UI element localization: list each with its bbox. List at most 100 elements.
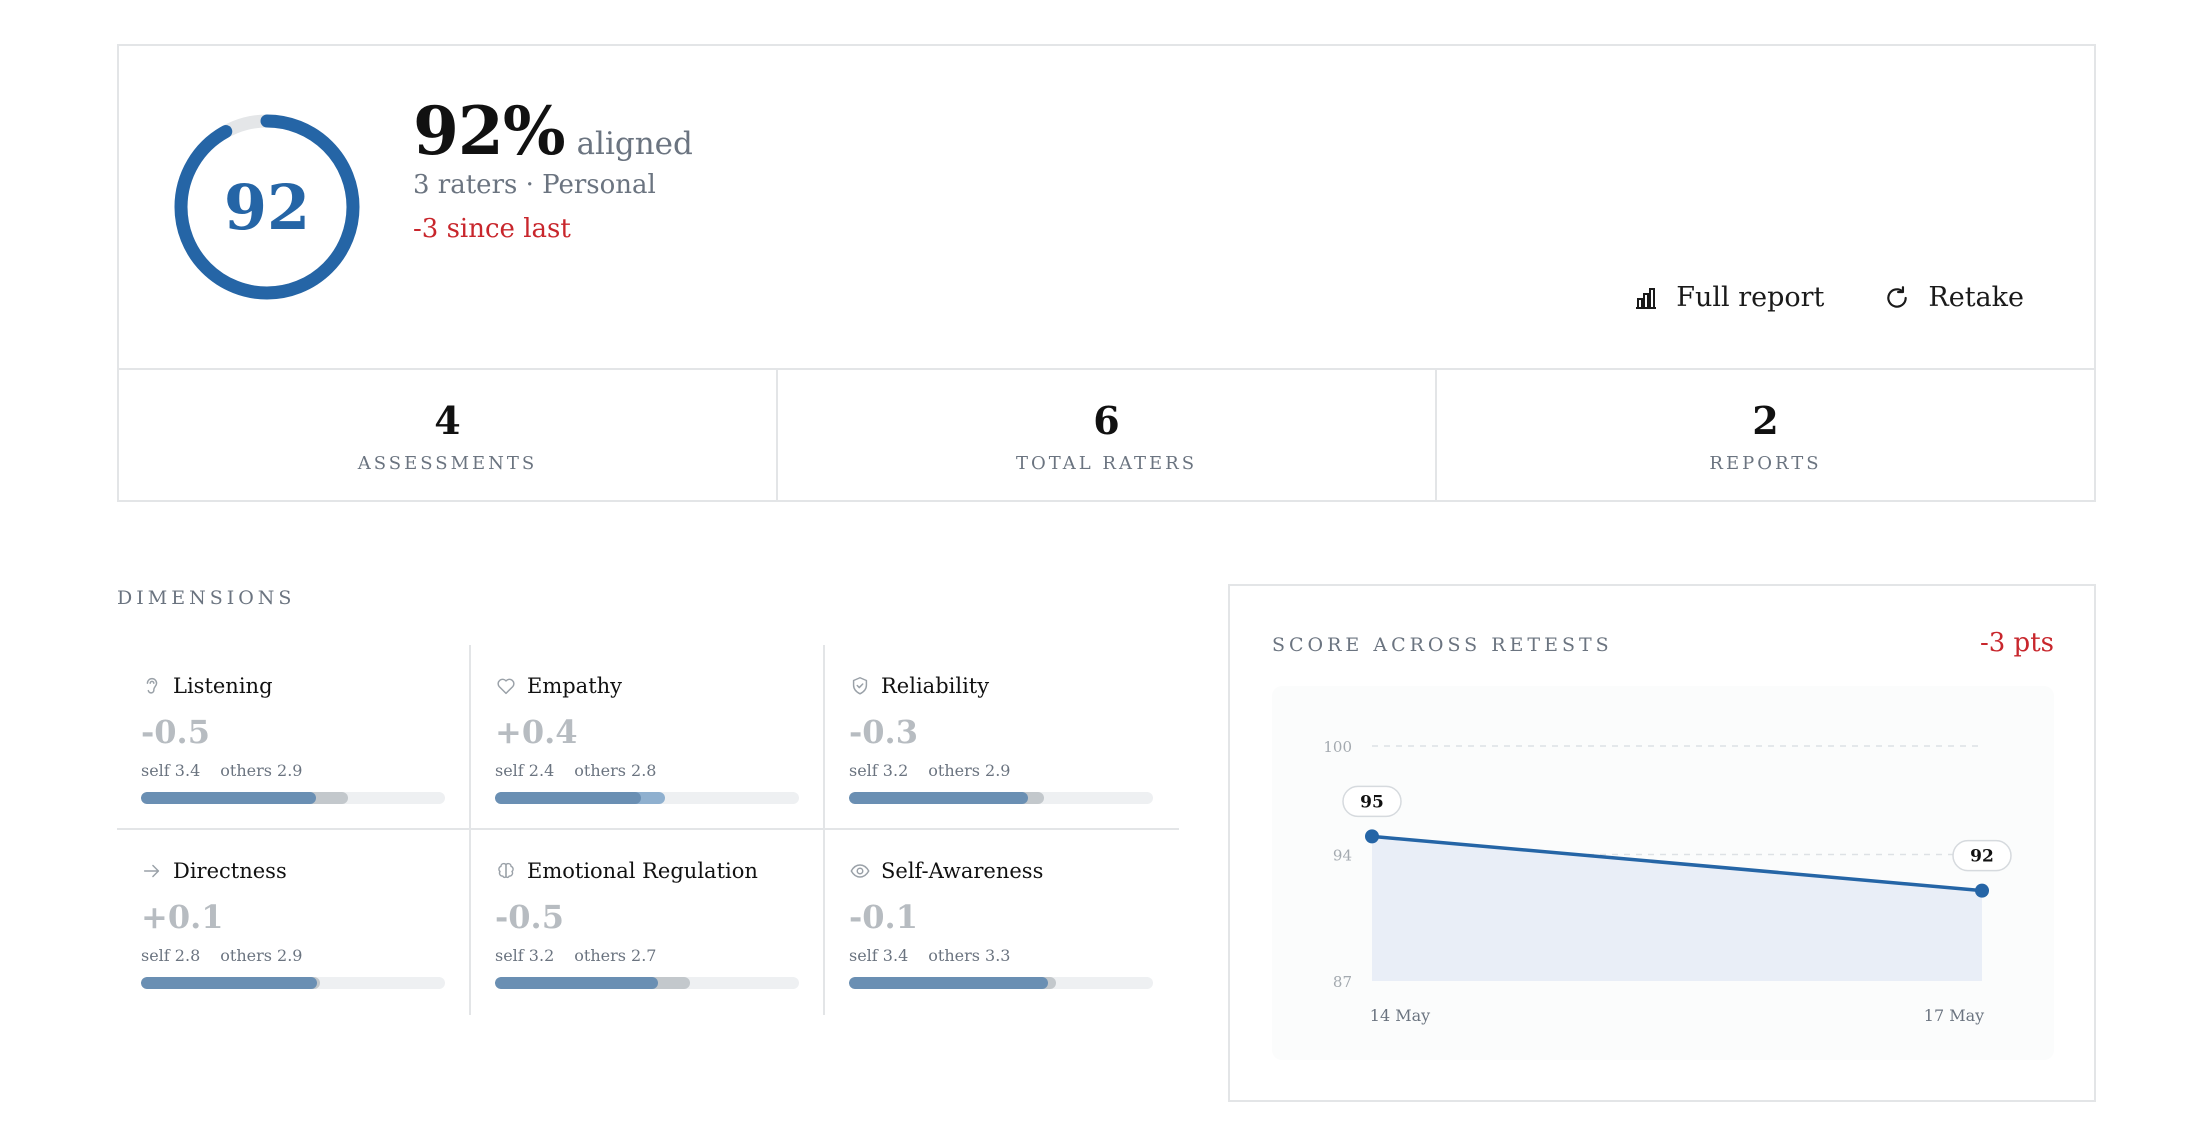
data-label-bubble [1342,785,1402,818]
dimension-name: Self-Awareness [881,859,1044,883]
stat-value: 6 [1093,398,1120,443]
self-bar-fill [495,792,641,804]
dimension-scores: self 3.2 others 2.9 [849,761,1179,780]
full-report-button[interactable]: Full report [1634,282,1824,313]
dimension-header: Empathy [495,671,823,701]
refresh-icon [1887,285,1908,308]
chart-plot: 100 94 87 95 14 May 92 17 May [1272,686,2054,1060]
dimension-delta: -0.5 [495,898,564,936]
dimension-card-empathy[interactable]: Empathy +0.4 self 2.4 others 2.8 [471,645,825,830]
retest-chart: 100 94 87 95 14 May 92 17 May [1323,738,2012,1025]
self-score: self 2.4 [495,761,555,780]
eye-icon [850,864,870,878]
dimension-header: Reliability [849,671,1179,701]
self-bar-fill [849,977,1049,989]
stat-reports: 2 REPORTS [1437,370,2094,502]
data-point [1365,829,1379,844]
bar-chart-icon [1636,287,1657,309]
full-report-label: Full report [1676,282,1825,313]
dimension-delta: -0.5 [141,713,210,751]
dimension-bar [495,792,799,804]
shield-check-icon [852,677,868,695]
dimension-scores: self 3.2 others 2.7 [495,946,823,965]
others-score: others 3.3 [928,946,1011,965]
stats-row: 4 ASSESSMENTS 6 TOTAL RATERS 2 REPORTS [119,368,2094,502]
retake-label: Retake [1928,282,2024,313]
score-ring-graphic [174,114,360,300]
chart-title: SCORE ACROSS RETESTS [1272,634,1613,656]
y-tick-label: 87 [1333,973,1352,991]
self-bar-fill [141,977,318,989]
dimension-header: Self-Awareness [849,856,1179,886]
dimensions-title: DIMENSIONS [117,587,296,609]
data-point [1975,883,1989,898]
data-label-bubble [1952,839,2012,872]
self-score: self 3.2 [849,761,909,780]
dimension-card-emotional-regulation[interactable]: Emotional Regulation -0.5 self 3.2 other… [471,830,825,1015]
dimension-header: Directness [141,856,469,886]
stat-total-raters: 6 TOTAL RATERS [778,370,1437,502]
dimension-name: Emotional Regulation [527,859,758,883]
dimension-card-reliability[interactable]: Reliability -0.3 self 3.2 others 2.9 [825,645,1179,830]
chart-delta: -3 pts [1979,628,2054,658]
self-score: self 3.4 [141,761,201,780]
dimensions-grid: Listening -0.5 self 3.4 others 2.9 Empat… [117,645,1179,1015]
stat-value: 2 [1752,398,1779,443]
retest-chart-card: SCORE ACROSS RETESTS -3 pts 100 94 87 95 14 … [1228,584,2096,1102]
dimension-bar [849,977,1153,989]
x-tick-label: 14 May [1370,1006,1430,1025]
dimension-bar [495,977,799,989]
summary-actions: Full report Retake [1634,282,2024,313]
dimension-scores: self 3.4 others 2.9 [141,761,469,780]
score-ring-progress [174,114,360,300]
dimension-delta: -0.1 [849,898,918,936]
dimension-scores: self 3.4 others 3.3 [849,946,1179,965]
score-delta: -3 since last [413,214,571,244]
stat-label: REPORTS [1709,453,1822,474]
others-score: others 2.9 [220,946,303,965]
self-score: self 3.4 [849,946,909,965]
brain-icon [498,862,514,879]
stat-label: ASSESSMENTS [357,453,538,474]
alignment-percent: 92% [413,92,566,170]
aligned-label: aligned [576,126,693,162]
dimension-header: Emotional Regulation [495,856,823,886]
stat-assessments: 4 ASSESSMENTS [119,370,778,502]
dimension-card-self-awareness[interactable]: Self-Awareness -0.1 self 3.4 others 3.3 [825,830,1179,1015]
stat-value: 4 [434,398,461,443]
score-value: 92 [223,170,311,244]
dimension-bar [141,792,445,804]
dimension-delta: +0.4 [495,713,578,751]
raters-line: 3 raters · Personal [413,170,656,200]
ear-icon [146,678,158,694]
self-bar-fill [849,792,1029,804]
score-ring: 92 [174,114,360,300]
heart-icon [497,678,515,695]
others-score: others 2.7 [574,946,657,965]
dimension-bar [141,977,445,989]
summary-header: 92 92% aligned 3 raters · Personal -3 si… [119,46,2094,368]
x-tick-label: 17 May [1924,1006,1984,1025]
stat-label: TOTAL RATERS [1015,453,1198,474]
dimension-card-listening[interactable]: Listening -0.5 self 3.4 others 2.9 [117,645,471,830]
dimension-name: Reliability [881,674,990,698]
data-label: 95 [1360,792,1384,812]
dimension-name: Listening [173,674,273,698]
dimension-scores: self 2.8 others 2.9 [141,946,469,965]
data-label: 92 [1970,847,1994,867]
self-score: self 3.2 [495,946,555,965]
y-tick-label: 94 [1333,846,1352,864]
series-line [1371,834,1983,893]
others-score: others 2.9 [928,761,1011,780]
dimension-name: Directness [173,859,287,883]
self-bar-fill [141,792,316,804]
y-tick-label: 100 [1323,738,1352,756]
dimension-card-directness[interactable]: Directness +0.1 self 2.8 others 2.9 [117,830,471,1015]
alignment-headline: 92% aligned [413,92,693,170]
dimension-delta: +0.1 [141,898,224,936]
dimension-scores: self 2.4 others 2.8 [495,761,823,780]
retake-button[interactable]: Retake [1884,282,2024,313]
others-score: others 2.9 [220,761,303,780]
arrow-right-icon [143,864,160,878]
self-score: self 2.8 [141,946,201,965]
